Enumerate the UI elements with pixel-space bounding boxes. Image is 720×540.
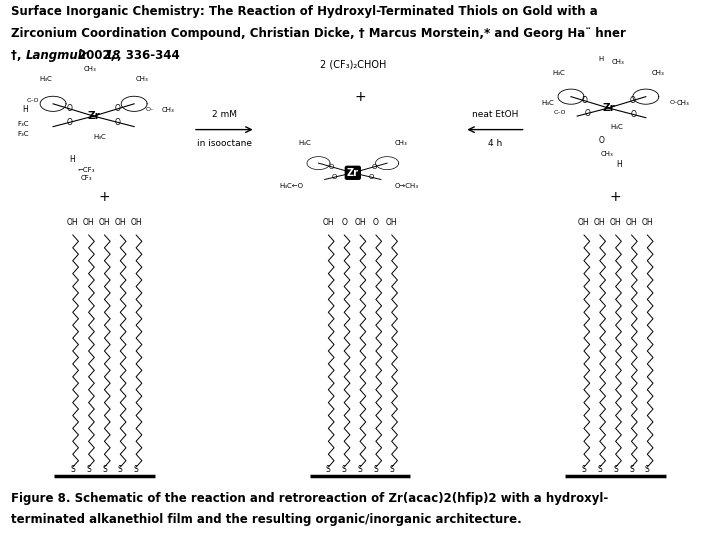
Text: Zirconium Coordination Compound, Christian Dicke, † Marcus Morstein,* and Georg : Zirconium Coordination Compound, Christi… [11,27,626,40]
Text: Figure 8. Schematic of the reaction and retroreaction of Zr(acac)2(hfip)2 with a: Figure 8. Schematic of the reaction and … [11,492,608,505]
Text: C–O: C–O [26,98,39,104]
Text: Langmuir: Langmuir [26,49,89,62]
Text: H: H [22,105,28,114]
Text: Zr: Zr [87,111,100,121]
Text: O–: O– [670,100,678,105]
Text: CH₃: CH₃ [162,106,175,113]
Text: OH: OH [594,218,606,227]
Text: 2 (CF₃)₂CHOH: 2 (CF₃)₂CHOH [320,60,386,70]
Text: O: O [67,104,73,113]
Text: , 336-344: , 336-344 [117,49,179,62]
Text: H₃C: H₃C [552,70,565,76]
Text: H: H [616,160,622,169]
Text: H₃C: H₃C [93,133,106,140]
Text: O: O [372,164,377,170]
Text: OH: OH [83,218,94,227]
Text: +: + [610,190,621,204]
Text: S: S [102,465,107,474]
Text: OH: OH [386,218,397,227]
Text: OH: OH [323,218,334,227]
Text: H₃C: H₃C [541,99,554,106]
Text: S: S [598,465,602,474]
Text: terminated alkanethiol film and the resulting organic/inorganic architecture.: terminated alkanethiol film and the resu… [11,513,521,526]
Text: CH₃: CH₃ [612,59,625,65]
Text: OH: OH [130,218,142,227]
Text: 18: 18 [104,49,121,62]
Text: O: O [67,118,73,127]
Text: Zr: Zr [347,168,359,178]
Text: C–O: C–O [553,110,566,115]
Text: H₃C: H₃C [39,76,52,83]
Text: S: S [118,465,122,474]
Text: S: S [582,465,586,474]
Text: S: S [390,465,394,474]
Text: OH: OH [354,218,366,227]
Text: CH₃: CH₃ [84,65,96,72]
Text: O: O [114,118,120,127]
Text: ⌐CF₃: ⌐CF₃ [78,167,95,173]
Text: F₃C: F₃C [17,121,29,127]
Text: O: O [369,174,374,180]
Text: OH: OH [99,218,110,227]
Text: F₃C: F₃C [17,131,29,137]
Text: H: H [69,155,75,164]
Text: O: O [585,109,591,118]
Text: S: S [645,465,649,474]
Text: OH: OH [610,218,621,227]
Text: H₃C: H₃C [298,140,311,146]
Text: +: + [99,190,110,204]
Text: †,: †, [11,49,25,62]
Text: S: S [342,465,346,474]
Text: OH: OH [67,218,78,227]
Text: H₃C: H₃C [611,124,624,130]
Text: O: O [331,174,337,180]
Text: 2002,: 2002, [74,49,120,62]
Text: S: S [71,465,75,474]
Text: O: O [373,218,379,227]
Text: H₃C←O: H₃C←O [280,183,304,190]
Text: O: O [582,96,588,105]
Text: CH₃: CH₃ [395,140,408,146]
Text: Zr: Zr [347,168,359,178]
Text: O: O [598,136,604,145]
Text: S: S [629,465,634,474]
Text: 2 mM: 2 mM [212,110,237,119]
Text: S: S [374,465,378,474]
Text: in isooctane: in isooctane [197,139,252,148]
Text: O: O [341,218,347,227]
Text: S: S [358,465,362,474]
Text: OH: OH [626,218,637,227]
Text: O: O [629,96,635,105]
Text: neat EtOH: neat EtOH [472,110,518,119]
Text: Zr: Zr [602,103,615,113]
Text: H: H [598,56,604,63]
Text: OH: OH [578,218,590,227]
Text: S: S [613,465,618,474]
Text: CH₃: CH₃ [135,76,148,83]
Text: +: + [354,90,366,104]
Text: O–: O– [145,107,153,112]
Text: S: S [326,465,330,474]
Text: CH₃: CH₃ [677,99,690,106]
Text: O: O [631,110,636,119]
Text: Surface Inorganic Chemistry: The Reaction of Hydroxyl-Terminated Thiols on Gold : Surface Inorganic Chemistry: The Reactio… [11,5,598,18]
Text: 4 h: 4 h [488,139,502,148]
Text: O→CH₃: O→CH₃ [395,183,418,190]
Text: O: O [114,104,120,113]
Text: OH: OH [642,218,653,227]
Text: CH₃: CH₃ [652,70,665,76]
Text: O: O [328,164,333,170]
Text: CH₃: CH₃ [600,151,613,157]
Text: OH: OH [114,218,126,227]
Text: S: S [86,465,91,474]
Text: S: S [134,465,138,474]
Text: CF₃: CF₃ [81,175,92,181]
